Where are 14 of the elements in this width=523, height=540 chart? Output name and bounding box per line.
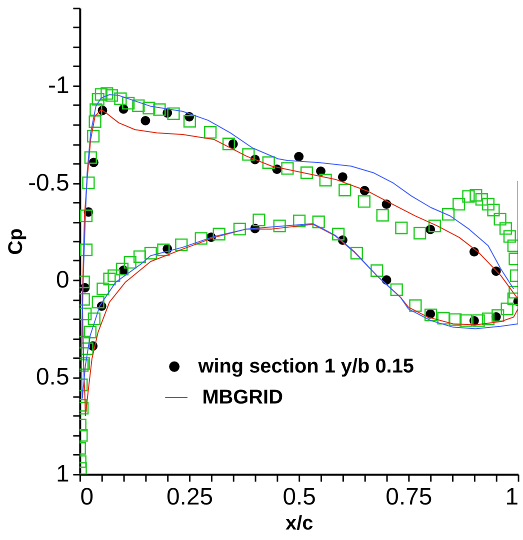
x-axis-title: x/c: [286, 512, 314, 535]
x-tick-label: 0: [80, 484, 94, 511]
y-tick-label: 0: [56, 266, 70, 294]
legend-label: wing section 1 y/b 0.15: [197, 356, 414, 378]
y-tick-label: -0.5: [28, 169, 70, 196]
y-tick-label: 1: [56, 460, 70, 488]
x-tick-label: 0.5: [282, 484, 316, 511]
y-axis-title: Cp: [5, 228, 28, 255]
legend-label: MBGRID: [202, 386, 283, 408]
x-tick-label: 1: [505, 484, 519, 511]
x-tick-label: 0.25: [166, 484, 214, 511]
x-tick-label: 0.75: [386, 484, 432, 511]
y-tick-label: -1: [48, 72, 70, 100]
y-tick-label: 0.5: [36, 364, 70, 391]
